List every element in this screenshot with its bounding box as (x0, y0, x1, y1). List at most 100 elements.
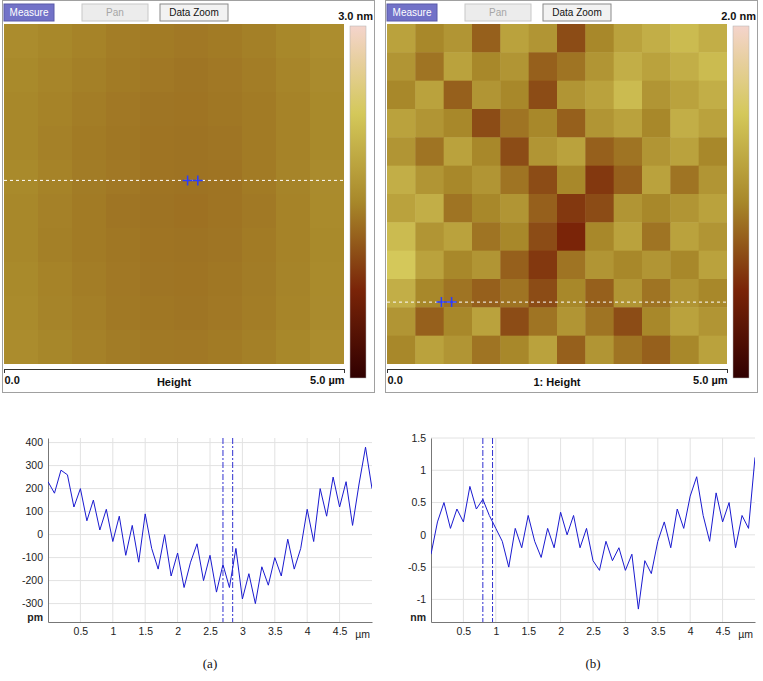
height-cell (310, 160, 344, 195)
height-cell (387, 279, 416, 308)
tick-label: 4 (305, 625, 311, 637)
height-cell (208, 194, 243, 229)
height-cell (106, 58, 141, 93)
button-label[interactable]: Measure (393, 7, 432, 18)
height-cell (500, 336, 529, 364)
tick-label: 3.5 (651, 625, 666, 637)
tick: 0.0 (5, 369, 20, 386)
height-cell (387, 251, 416, 280)
tick-mark (727, 369, 728, 373)
button-face[interactable] (465, 4, 531, 21)
tick-label: 0.0 (5, 374, 20, 386)
tick-label: 4.5 (333, 625, 348, 637)
height-cell (387, 24, 416, 53)
tick-label: 2.5 (203, 625, 218, 637)
height-cell (106, 126, 141, 161)
button-face[interactable] (4, 4, 54, 21)
button-label[interactable]: Data Zoom (169, 7, 218, 18)
toolbar-button[interactable]: Pan (82, 4, 148, 21)
height-cell (529, 251, 558, 280)
height-cell (614, 24, 643, 53)
grid-line (48, 511, 372, 512)
height-cell (106, 228, 141, 263)
tick-label: 0 (420, 529, 426, 541)
height-cell (276, 296, 311, 331)
height-cell (585, 109, 614, 138)
button-face[interactable] (160, 4, 228, 21)
height-cell (614, 222, 643, 251)
tick: -1 (417, 593, 431, 605)
height-cell (670, 109, 699, 138)
height-cell (444, 81, 473, 110)
height-cell (699, 24, 727, 53)
grid-line (48, 603, 372, 604)
cursor-cross (436, 297, 446, 307)
tick-label: 3.5 (268, 625, 283, 637)
height-cell (38, 194, 73, 229)
tick: 1 (110, 622, 116, 637)
height-cell (242, 24, 277, 59)
height-cell (38, 126, 73, 161)
height-cell (140, 126, 175, 161)
axis-line (432, 622, 756, 623)
height-cell (415, 81, 444, 110)
color-bar (350, 26, 366, 378)
tick: 0.5 (457, 622, 472, 637)
height-cell (38, 262, 73, 297)
toolbar-button[interactable]: Data Zoom (543, 4, 611, 21)
tick: 2 (175, 622, 181, 637)
height-cell (72, 58, 107, 93)
height-cell (642, 166, 671, 195)
height-cell (415, 109, 444, 138)
height-cell (38, 160, 73, 195)
height-cell (699, 52, 727, 81)
height-cell (242, 126, 277, 161)
height-cell (585, 166, 614, 195)
image-title: 1: Height (533, 376, 580, 388)
toolbar-button[interactable]: Data Zoom (160, 4, 228, 21)
button-label[interactable]: Measure (10, 7, 49, 18)
height-cell (242, 92, 277, 127)
height-cell (670, 336, 699, 364)
button-label[interactable]: Pan (489, 7, 507, 18)
height-cell (444, 137, 473, 166)
height-cell (174, 194, 209, 229)
height-cell (472, 166, 501, 195)
cursor-line (232, 438, 233, 622)
height-cell (529, 81, 558, 110)
height-cell (72, 194, 107, 229)
height-cell (106, 160, 141, 195)
height-cell (500, 222, 529, 251)
height-cell (472, 24, 501, 53)
toolbar-button[interactable]: Pan (465, 4, 531, 21)
height-cell (415, 24, 444, 53)
height-cell (72, 228, 107, 263)
tick-label: -300 (22, 597, 43, 609)
cursor-line (492, 438, 493, 622)
height-cell (642, 24, 671, 53)
toolbar-button[interactable]: Measure (387, 4, 437, 21)
height-cell (444, 222, 473, 251)
height-cell (529, 137, 558, 166)
tick-mark (387, 369, 388, 373)
height-cell (4, 160, 39, 195)
height-cell (500, 251, 529, 280)
toolbar-button[interactable]: Measure (4, 4, 54, 21)
button-face[interactable] (387, 4, 437, 21)
tick-label: 400 (25, 436, 43, 448)
button-label[interactable]: Data Zoom (552, 7, 601, 18)
tick-mark (344, 369, 345, 373)
height-cell (174, 58, 209, 93)
grid-line (560, 438, 561, 622)
height-cell (500, 279, 529, 308)
tick: 0.5 (74, 622, 89, 637)
height-cell (500, 81, 529, 110)
height-cell (140, 58, 175, 93)
grid-line (431, 534, 755, 535)
height-cell (4, 262, 39, 297)
button-face[interactable] (543, 4, 611, 21)
height-cell (642, 137, 671, 166)
button-label[interactable]: Pan (106, 7, 124, 18)
height-cell (174, 92, 209, 127)
button-face[interactable] (82, 4, 148, 21)
